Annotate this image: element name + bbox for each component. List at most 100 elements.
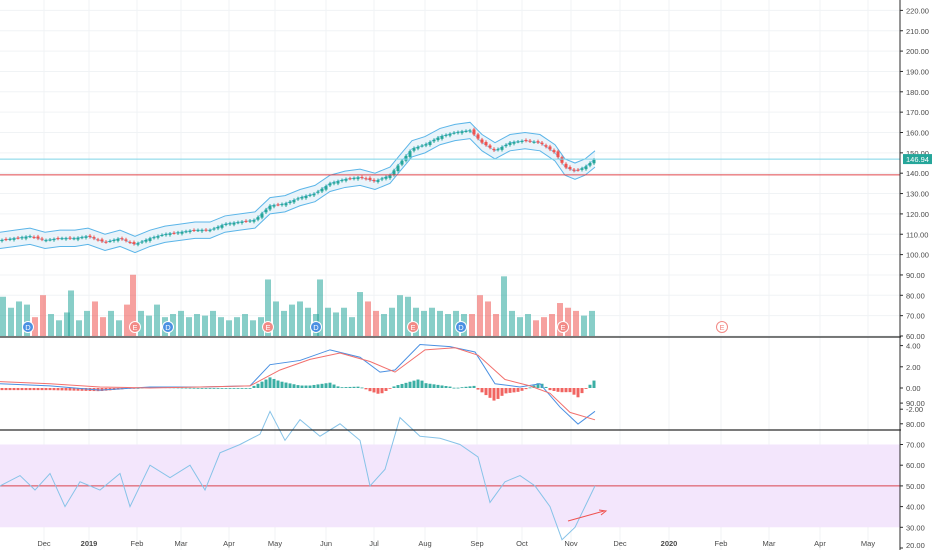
candle-body[interactable] (308, 194, 312, 196)
candle-body[interactable] (436, 137, 440, 141)
candle-body[interactable] (240, 221, 244, 223)
earnings-marker[interactable] (557, 321, 569, 333)
candle-body[interactable] (144, 239, 148, 242)
candle-body[interactable] (444, 134, 448, 136)
candle-body[interactable] (96, 239, 100, 241)
dividend-marker[interactable] (455, 321, 467, 333)
candle-body[interactable] (552, 150, 556, 153)
earnings-marker[interactable] (262, 321, 274, 333)
candle-body[interactable] (116, 238, 120, 241)
candle-body[interactable] (140, 241, 144, 243)
candle-body[interactable] (100, 239, 104, 242)
candle-body[interactable] (80, 237, 84, 239)
candle-body[interactable] (108, 241, 112, 243)
candle-body[interactable] (284, 203, 288, 206)
candle-body[interactable] (84, 236, 88, 238)
dividend-marker[interactable] (162, 321, 174, 333)
candle-body[interactable] (500, 147, 504, 150)
candle-body[interactable] (516, 141, 520, 143)
candle-body[interactable] (184, 231, 188, 233)
candle-body[interactable] (196, 230, 200, 232)
candle-body[interactable] (416, 146, 420, 149)
candle-body[interactable] (288, 201, 292, 204)
candle-body[interactable] (576, 169, 580, 171)
current-price-tag[interactable]: 146.94 (903, 154, 932, 165)
candle-body[interactable] (168, 233, 172, 235)
event-marker[interactable]: D (310, 321, 322, 333)
candle-body[interactable] (112, 239, 116, 241)
candle-body[interactable] (56, 238, 60, 240)
candle-body[interactable] (188, 230, 192, 233)
candle-body[interactable] (228, 223, 232, 225)
candle-body[interactable] (152, 237, 156, 239)
candle-body[interactable] (224, 223, 228, 225)
candle-body[interactable] (328, 183, 332, 186)
candle-body[interactable] (148, 238, 152, 241)
event-marker[interactable]: E (129, 321, 141, 333)
candle-body[interactable] (44, 240, 48, 242)
candle-body[interactable] (352, 178, 356, 180)
candle-body[interactable] (348, 178, 352, 180)
candle-body[interactable] (588, 163, 592, 166)
candle-body[interactable] (72, 238, 76, 240)
event-marker[interactable]: D (455, 321, 467, 333)
event-marker[interactable]: D (22, 321, 34, 333)
event-marker[interactable]: E (407, 321, 419, 333)
candle-body[interactable] (384, 176, 388, 179)
candle-body[interactable] (360, 177, 364, 179)
candle-body[interactable] (324, 186, 328, 190)
candle-body[interactable] (60, 238, 64, 240)
candle-body[interactable] (136, 243, 140, 245)
candle-body[interactable] (172, 232, 176, 234)
candle-body[interactable] (208, 230, 212, 232)
candle-body[interactable] (128, 241, 132, 243)
candle-body[interactable] (192, 230, 196, 232)
earnings-marker[interactable] (716, 321, 728, 333)
candle-body[interactable] (440, 136, 444, 139)
time-axis[interactable]: Dec 2019 Feb Mar Apr May Jun Jul Aug Sep Oct Nov Dec… (37, 539, 875, 548)
candle-body[interactable] (336, 181, 340, 184)
candle-body[interactable] (428, 141, 432, 146)
candle-body[interactable] (296, 198, 300, 200)
candle-body[interactable] (52, 239, 56, 241)
candle-body[interactable] (272, 205, 276, 207)
candle-body[interactable] (468, 130, 472, 132)
candle-body[interactable] (528, 140, 532, 142)
candle-body[interactable] (232, 222, 236, 225)
candle-body[interactable] (292, 200, 296, 203)
candle-body[interactable] (448, 133, 452, 136)
candle-body[interactable] (520, 141, 524, 143)
candle-body[interactable] (176, 232, 180, 234)
event-marker[interactable]: E (557, 321, 569, 333)
candle-body[interactable] (32, 236, 36, 238)
candle-body[interactable] (264, 209, 268, 213)
candle-body[interactable] (380, 178, 384, 180)
event-marker[interactable]: D (162, 321, 174, 333)
candle-body[interactable] (132, 242, 136, 245)
candle-body[interactable] (256, 217, 260, 220)
candle-body[interactable] (156, 236, 160, 238)
candle-body[interactable] (492, 148, 496, 151)
candle-body[interactable] (268, 205, 272, 210)
candle-body[interactable] (392, 170, 396, 175)
candle-body[interactable] (304, 195, 308, 199)
candle-body[interactable] (248, 220, 252, 222)
candle-body[interactable] (404, 155, 408, 161)
candle-body[interactable] (92, 237, 96, 239)
candle-body[interactable] (332, 182, 336, 184)
candle-body[interactable] (524, 140, 528, 142)
candle-body[interactable] (460, 131, 464, 134)
candle-body[interactable] (480, 139, 484, 143)
candle-body[interactable] (28, 236, 32, 238)
candle-body[interactable] (220, 225, 224, 228)
candle-body[interactable] (340, 180, 344, 182)
candle-body[interactable] (472, 129, 476, 135)
dividend-marker[interactable] (310, 321, 322, 333)
candle-body[interactable] (180, 231, 184, 234)
candle-body[interactable] (76, 237, 80, 240)
candle-body[interactable] (64, 238, 68, 240)
candle-body[interactable] (36, 236, 40, 239)
candle-body[interactable] (504, 144, 508, 147)
